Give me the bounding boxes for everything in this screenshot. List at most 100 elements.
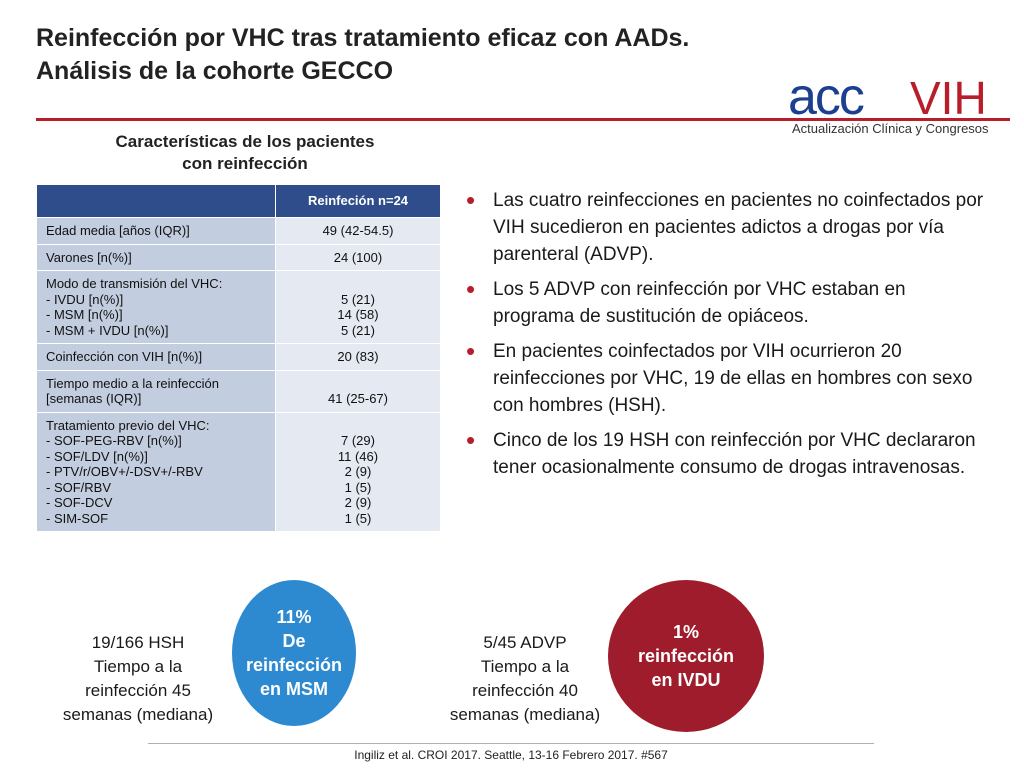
bullet-list: • Las cuatro reinfecciones en pacientes n…: [466, 187, 986, 489]
table-title: Características de los pacientes con rei…: [36, 131, 454, 175]
row-value: 20 (83): [275, 343, 441, 371]
row-label-line: Tiempo medio a la reinfección: [46, 375, 219, 391]
row-value-spacer: [282, 418, 434, 434]
table-row: Tiempo medio a la reinfección [semanas (I…: [36, 369, 441, 413]
ivdu-circle-line: en IVDU: [651, 670, 721, 690]
row-value-line: 5 (21): [341, 291, 375, 307]
row-label-line: Varones [n(%)]: [46, 249, 132, 265]
bullet-text: Cinco de los 19 HSH con reinfección por …: [493, 430, 976, 478]
row-label: Varones [n(%)]: [36, 243, 276, 271]
bullet-dot-icon: •: [466, 425, 476, 455]
bullet-dot-icon: •: [466, 274, 476, 304]
acc-vih-logo-graphic: acc VIH: [788, 74, 987, 120]
row-label-line: Tratamiento previo del VHC:: [46, 417, 210, 433]
row-value-line: 20 (83): [337, 349, 379, 364]
logo-acc-text: acc: [788, 74, 864, 120]
row-label-line: - SOF-DCV: [46, 495, 113, 510]
row-value-line: 41 (25-67): [328, 391, 388, 406]
row-label: Tratamiento previo del VHC: - SOF-PEG-RBV…: [36, 411, 276, 532]
ivdu-circle-line: reinfección: [637, 646, 735, 666]
row-label-line: - SOF/RBV: [46, 479, 112, 495]
advp-summary-line: Tiempo a la: [480, 657, 570, 676]
row-value-line: 1 (5): [344, 479, 372, 495]
table-header-row: Reinfeción n=24: [36, 184, 441, 218]
logo-tagline: Actualización Clínica y Congresos: [792, 121, 989, 136]
hsh-summary-line: 19/166 HSH: [91, 633, 185, 652]
advp-summary-line: semanas (mediana): [449, 705, 601, 724]
bullet-item: • Los 5 ADVP con reinfección por VHC esta…: [466, 276, 986, 330]
msm-circle-line: en MSM: [259, 679, 328, 699]
row-label-line: - SIM-SOF: [46, 510, 109, 526]
bullet-text: En pacientes coinfectados por VIH ocurri…: [493, 341, 973, 416]
bullet-item: • Cinco de los 19 HSH con reinfección por…: [466, 427, 986, 481]
table-body: Edad media [años (IQR)] 49 (42-54.5) Varon…: [36, 217, 441, 532]
hsh-summary-line: semanas (mediana): [62, 705, 214, 724]
row-label-line: - PTV/r/OBV+/-DSV+/-RBV: [46, 464, 203, 479]
row-label-line: - SOF/LDV [n(%)]: [46, 448, 148, 464]
ivdu-reinfection-circle: 1% reinfección en IVDU: [608, 580, 764, 732]
table-title-line-1: Características de los pacientes: [115, 132, 375, 151]
slide-title: Reinfección por VHC tras tratamiento efi…: [36, 22, 836, 88]
row-label-line: - SOF-PEG-RBV [n(%)]: [46, 433, 182, 448]
row-value: 7 (29) 11 (46) 2 (9) 1 (5) 2 (9) 1 (5): [275, 411, 441, 532]
row-label-line: - MSM + IVDU [n(%)]: [46, 322, 169, 338]
bullet-dot-icon: •: [466, 185, 476, 215]
row-value: 49 (42-54.5): [275, 217, 441, 245]
row-label: Modo de transmisión del VHC: - IVDU [n(%)…: [36, 270, 276, 344]
table-row: Tratamiento previo del VHC: - SOF-PEG-RBV…: [36, 411, 441, 532]
row-value-line: 11 (46): [337, 448, 379, 464]
msm-circle-line: reinfección: [245, 655, 343, 675]
bullet-dot-icon: •: [466, 336, 476, 366]
table-row: Coinfección con VIH [n(%)] 20 (83): [36, 343, 441, 371]
row-value-spacer: [282, 276, 434, 292]
table-title-line-2: con reinfección: [182, 154, 308, 173]
row-value-line: 1 (5): [344, 510, 372, 526]
footer-citation: Ingiliz et al. CROI 2017. Seattle, 13-16…: [354, 748, 668, 762]
msm-circle-line: De: [282, 631, 306, 651]
bullet-text: Las cuatro reinfecciones en pacientes no…: [493, 190, 984, 265]
row-value-line: 49 (42-54.5): [322, 223, 394, 238]
table-row: Modo de transmisión del VHC: - IVDU [n(%)…: [36, 270, 441, 344]
row-value-line: 5 (21): [341, 322, 375, 338]
msm-reinfection-circle: 11% De reinfección en MSM: [232, 580, 356, 726]
msm-circle-line: 11%: [276, 607, 312, 627]
row-value-line: 24 (100): [333, 249, 383, 265]
bullet-item: • Las cuatro reinfecciones en pacientes n…: [466, 187, 986, 268]
hsh-summary-text: 19/166 HSH Tiempo a la reinfección 45 se…: [40, 631, 236, 727]
logo-vih-text: VIH: [910, 74, 987, 120]
row-value-line: 2 (9): [344, 464, 372, 479]
advp-summary-line: reinfección 40: [472, 681, 578, 700]
title-line-1: Reinfección por VHC tras tratamiento efi…: [36, 24, 690, 52]
table-row: Edad media [años (IQR)] 49 (42-54.5): [36, 217, 441, 245]
row-label: Coinfección con VIH [n(%)]: [36, 343, 276, 371]
row-value: 5 (21) 14 (58) 5 (21): [275, 270, 441, 344]
hsh-summary-line: Tiempo a la: [93, 657, 183, 676]
patient-characteristics-table: Reinfeción n=24 Edad media [años (IQR)] 4…: [36, 184, 441, 532]
bullet-item: • En pacientes coinfectados por VIH ocurr…: [466, 338, 986, 419]
row-label-line: Coinfección con VIH [n(%)]: [46, 349, 203, 364]
hsh-summary-line: reinfección 45: [85, 681, 191, 700]
row-label: Tiempo medio a la reinfección [semanas (I…: [36, 369, 276, 413]
bullet-text: Los 5 ADVP con reinfección por VHC estab…: [493, 279, 906, 327]
acc-vih-logo: acc VIH Actualización Clínica y Congreso…: [786, 74, 1006, 144]
advp-summary-line: 5/45 ADVP: [483, 633, 567, 652]
row-label-line: - IVDU [n(%)]: [46, 291, 124, 307]
table-header-corner: [36, 184, 276, 218]
row-label: Edad media [años (IQR)]: [36, 217, 276, 245]
row-label-line: Edad media [años (IQR)]: [46, 223, 190, 238]
footer-divider: [148, 743, 874, 744]
row-label-line: [semanas (IQR)]: [46, 391, 142, 406]
row-label-line: Modo de transmisión del VHC:: [46, 276, 223, 291]
ivdu-circle-line: 1%: [672, 622, 699, 642]
row-value-line: 7 (29): [341, 433, 375, 448]
row-value-line: 14 (58): [337, 307, 379, 322]
row-value: 24 (100): [275, 243, 441, 271]
row-value: 41 (25-67): [275, 369, 441, 413]
row-value-spacer: [282, 376, 434, 392]
table-header-reinfection: Reinfeción n=24: [275, 184, 441, 218]
advp-summary-text: 5/45 ADVP Tiempo a la reinfección 40 sem…: [432, 631, 618, 727]
table-row: Varones [n(%)] 24 (100): [36, 243, 441, 271]
row-label-line: - MSM [n(%)]: [46, 307, 123, 322]
title-divider: [36, 118, 1010, 121]
row-value-line: 2 (9): [344, 495, 372, 510]
